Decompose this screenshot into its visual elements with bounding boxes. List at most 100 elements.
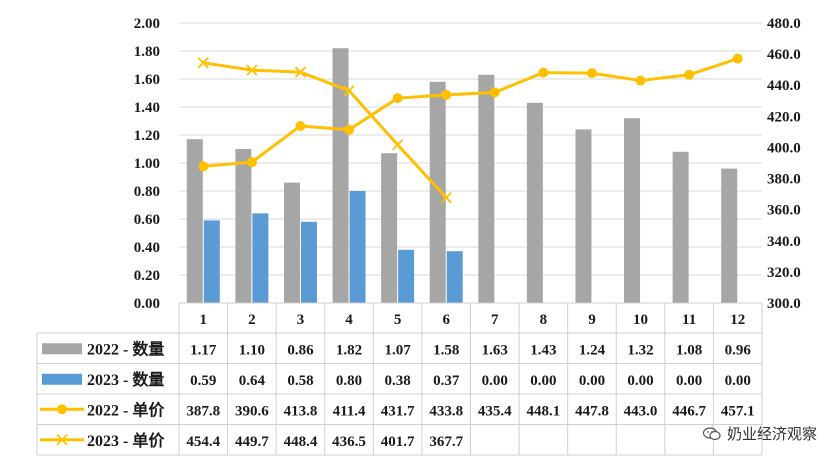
data-point <box>441 89 452 100</box>
table-cell: 431.7 <box>381 403 415 419</box>
bar <box>721 168 738 303</box>
table-cell: 0.00 <box>725 373 751 389</box>
table-cell: 0.59 <box>190 373 216 389</box>
data-point <box>391 139 404 151</box>
watermark: 奶业经济观察 <box>702 423 817 444</box>
table-cell: 1.63 <box>482 342 508 358</box>
bar <box>252 213 269 303</box>
data-point <box>344 124 355 135</box>
table-cell: 443.0 <box>624 403 658 419</box>
data-point <box>586 68 597 79</box>
table-cell: 0.37 <box>433 373 460 389</box>
table-cell: 454.4 <box>186 434 220 450</box>
data-point <box>684 69 695 80</box>
right-axis-tick: 300.0 <box>767 296 801 312</box>
bar <box>398 249 415 303</box>
bar <box>672 151 689 303</box>
data-point <box>198 161 209 172</box>
table-cell: 1.82 <box>336 342 362 358</box>
category-label: 12 <box>730 312 745 328</box>
table-cell: 449.7 <box>235 434 269 450</box>
right-axis-tick: 400.0 <box>767 140 801 156</box>
data-point <box>197 57 209 69</box>
data-point <box>635 75 646 86</box>
bar <box>429 81 446 303</box>
right-axis-tick: 460.0 <box>767 47 801 63</box>
table-cell: 1.24 <box>579 342 606 358</box>
table-cell: 390.6 <box>235 403 269 419</box>
category-label: 10 <box>633 312 648 328</box>
legend-key <box>42 373 82 385</box>
table-cell: 447.8 <box>575 403 609 419</box>
bar <box>332 48 349 304</box>
right-axis-tick: 340.0 <box>767 234 801 250</box>
table-cell: 1.58 <box>433 342 459 358</box>
category-label: 7 <box>491 312 499 328</box>
left-axis-tick: 0.20 <box>134 268 160 284</box>
table-cell: 0.96 <box>725 342 752 358</box>
category-label: 3 <box>297 312 305 328</box>
series-line <box>203 61 448 199</box>
legend-key <box>42 343 82 355</box>
table-cell: 448.4 <box>284 434 318 450</box>
bar <box>381 153 398 303</box>
right-axis-tick: 480.0 <box>767 16 801 32</box>
table-cell: 0.00 <box>482 373 508 389</box>
table-cell: 448.1 <box>527 403 561 419</box>
left-axis-tick: 2.00 <box>134 16 160 32</box>
table-cell: 0.38 <box>385 373 411 389</box>
table-cell: 0.86 <box>287 342 314 358</box>
left-axis-tick: 1.00 <box>134 156 160 172</box>
table-cell: 1.10 <box>239 342 265 358</box>
right-axis-tick: 360.0 <box>767 203 801 219</box>
table-cell: 367.7 <box>429 434 463 450</box>
bar <box>283 182 300 303</box>
left-axis-tick: 0.00 <box>134 296 160 312</box>
legend-marker <box>56 434 68 446</box>
legend-label: 2023 - 单价 <box>87 431 165 450</box>
right-axis-tick: 440.0 <box>767 78 801 94</box>
bar <box>186 139 203 303</box>
category-label: 4 <box>345 312 353 328</box>
category-label: 2 <box>248 312 256 328</box>
category-label: 5 <box>394 312 402 328</box>
right-axis-tick: 420.0 <box>767 109 801 125</box>
table-cell: 1.08 <box>676 342 702 358</box>
series-line <box>203 57 739 168</box>
table-cell: 433.8 <box>429 403 463 419</box>
data-point <box>343 85 355 97</box>
table-cell: 0.64 <box>239 373 266 389</box>
data-point <box>246 64 258 76</box>
bar <box>300 221 317 303</box>
table-cell: 1.07 <box>385 342 412 358</box>
table-cell: 0.00 <box>530 373 556 389</box>
right-axis-tick: 320.0 <box>767 265 801 281</box>
table-cell: 436.5 <box>332 434 366 450</box>
legend-label: 2023 - 数量 <box>87 370 164 389</box>
table-cell: 0.00 <box>627 373 653 389</box>
left-axis-tick: 0.60 <box>134 212 160 228</box>
table-cell: 413.8 <box>284 403 318 419</box>
wechat-icon <box>702 426 721 440</box>
table-cell: 435.4 <box>478 403 512 419</box>
bar <box>203 220 220 303</box>
data-point <box>538 67 549 78</box>
table-cell: 1.32 <box>627 342 653 358</box>
table-cell: 0.58 <box>287 373 313 389</box>
table-cell: 0.80 <box>336 373 362 389</box>
table-cell: 387.8 <box>186 403 220 419</box>
left-axis-tick: 1.40 <box>134 100 160 116</box>
left-axis-tick: 0.40 <box>134 240 160 256</box>
legend-marker <box>57 404 67 415</box>
data-point <box>732 53 743 64</box>
table-cell: 446.7 <box>672 403 706 419</box>
category-label: 8 <box>540 312 548 328</box>
left-axis-tick: 1.20 <box>134 128 160 144</box>
left-axis-tick: 1.80 <box>134 44 160 60</box>
bar <box>478 74 495 303</box>
left-axis-tick: 1.60 <box>134 72 160 88</box>
category-label: 9 <box>588 312 596 328</box>
data-point <box>246 157 257 168</box>
